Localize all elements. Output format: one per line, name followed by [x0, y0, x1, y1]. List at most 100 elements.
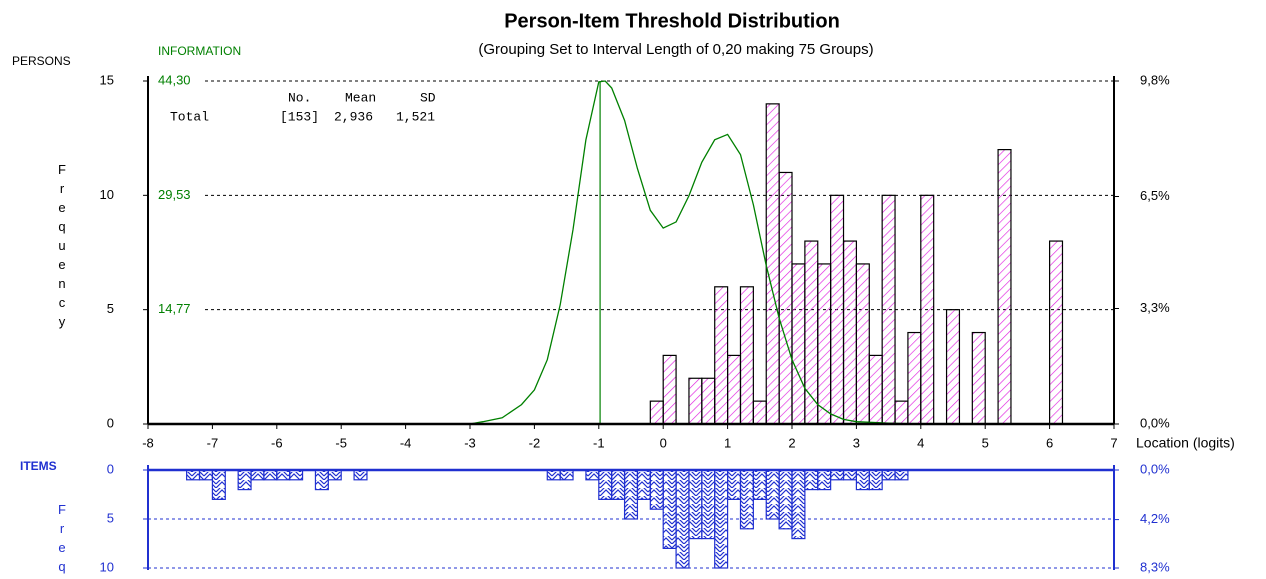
- bar: [907, 331, 922, 425]
- y-tick-label: 5: [107, 510, 114, 525]
- x-tick-label: -4: [400, 435, 412, 450]
- x-tick-label: 0: [660, 435, 667, 450]
- stats-cell: [153]: [280, 109, 319, 124]
- x-tick-label: -8: [142, 435, 154, 450]
- bar: [276, 469, 291, 481]
- bar: [701, 377, 716, 425]
- bar: [765, 469, 780, 520]
- y-label: PERSONS: [12, 54, 71, 68]
- y2-tick-label: 8,3%: [1140, 559, 1170, 574]
- x-tick-label: 6: [1046, 435, 1053, 450]
- stats-header: No.: [288, 90, 311, 105]
- bar: [752, 469, 767, 500]
- y-axis-title: Frequency: [55, 162, 70, 333]
- y-tick-label: 10: [100, 559, 114, 574]
- bar: [662, 469, 677, 550]
- y2-tick-label: 0,0%: [1140, 461, 1170, 476]
- bar: [636, 469, 651, 500]
- bar: [701, 469, 716, 540]
- bar: [945, 309, 961, 425]
- x-axis-title: Location (logits): [1136, 435, 1235, 451]
- bar: [649, 400, 664, 425]
- y-tick-label: 0: [107, 461, 114, 476]
- bar: [688, 377, 703, 425]
- bar: [675, 469, 690, 569]
- bar: [971, 331, 986, 425]
- bar: [881, 194, 896, 425]
- bar: [598, 469, 613, 500]
- bar: [920, 194, 935, 425]
- x-tick-label: 7: [1110, 435, 1117, 450]
- information-curve: [148, 80, 1114, 425]
- bar: [327, 469, 342, 481]
- y2-tick-label: 0,0%: [1140, 415, 1170, 430]
- y-axis-title: Freq: [55, 502, 70, 578]
- bar: [263, 469, 278, 481]
- bar: [997, 149, 1012, 425]
- x-tick-label: -7: [207, 435, 219, 450]
- bar: [623, 469, 639, 520]
- bar: [739, 286, 754, 425]
- bar: [739, 469, 754, 530]
- bar: [830, 194, 845, 425]
- bar: [842, 240, 858, 425]
- bar: [585, 469, 600, 481]
- x-tick-label: -2: [529, 435, 541, 450]
- bar: [881, 469, 896, 481]
- x-tick-label: 5: [982, 435, 989, 450]
- bar: [791, 469, 806, 540]
- bar: [688, 469, 703, 540]
- chart-title: Person-Item Threshold Distribution: [504, 10, 840, 32]
- bar: [237, 469, 252, 491]
- x-tick-label: 4: [917, 435, 924, 450]
- x-tick-label: -5: [335, 435, 347, 450]
- x-tick-label: -1: [593, 435, 605, 450]
- bar: [842, 469, 858, 481]
- bar: [198, 469, 214, 481]
- chart-subtitle: (Grouping Set to Interval Length of 0,20…: [478, 41, 873, 58]
- x-tick-label: -3: [464, 435, 476, 450]
- bar: [611, 469, 626, 500]
- stats-header: Mean: [345, 90, 376, 105]
- bar: [211, 469, 226, 500]
- bar: [868, 469, 883, 491]
- bar: [649, 469, 664, 510]
- stats-header: SD: [420, 90, 436, 105]
- info-tick-label: 14,77: [158, 301, 191, 316]
- info-label: INFORMATION: [158, 44, 241, 58]
- bar: [752, 400, 767, 425]
- bar: [855, 263, 870, 425]
- y2-tick-label: 6,5%: [1140, 188, 1170, 203]
- x-tick-label: 1: [724, 435, 731, 450]
- stats-cell: 1,521: [396, 109, 435, 124]
- x-tick-label: -6: [271, 435, 283, 450]
- bar: [817, 263, 832, 425]
- bar: [791, 263, 806, 425]
- bar: [726, 469, 742, 500]
- bar: [250, 469, 265, 481]
- bar: [289, 469, 304, 481]
- bar: [894, 400, 909, 425]
- bar: [778, 171, 793, 425]
- bar: [662, 354, 677, 425]
- y-label: ITEMS: [20, 459, 57, 473]
- bar: [314, 469, 329, 491]
- bar: [353, 469, 368, 481]
- bar: [765, 103, 780, 425]
- bar: [894, 469, 909, 481]
- y-tick-label: 15: [100, 72, 114, 87]
- y-tick-label: 10: [100, 187, 114, 202]
- stats-table: No. Mean SD Total [153] 2,936 1,521: [170, 90, 436, 124]
- y2-tick-label: 9,8%: [1140, 72, 1170, 87]
- stats-cell: 2,936: [334, 109, 373, 124]
- y-tick-label: 5: [107, 301, 114, 316]
- bar: [868, 354, 883, 425]
- info-tick-label: 44,30: [158, 72, 191, 87]
- y2-tick-label: 3,3%: [1140, 300, 1170, 315]
- bar: [830, 469, 845, 481]
- info-tick-label: 29,53: [158, 187, 191, 202]
- x-tick-label: 3: [853, 435, 860, 450]
- bar: [559, 469, 574, 481]
- bar: [1048, 240, 1064, 425]
